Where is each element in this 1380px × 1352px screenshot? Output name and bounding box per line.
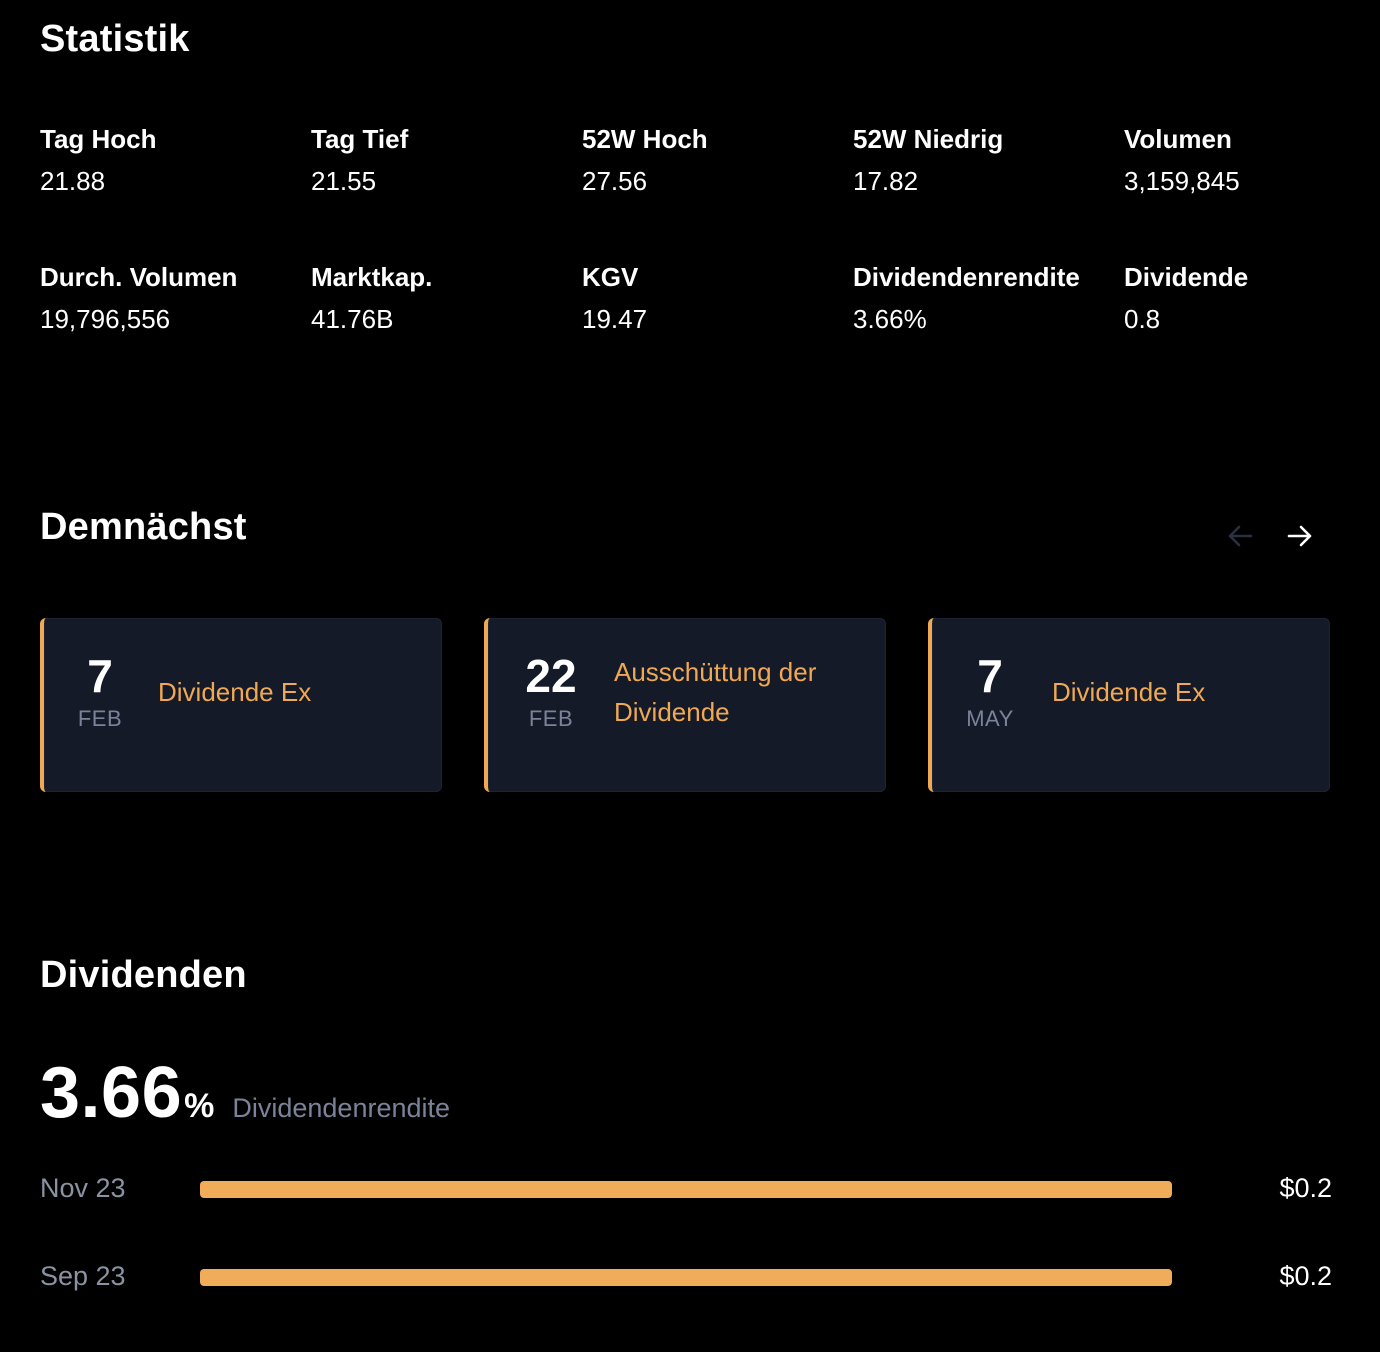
carousel-prev-button[interactable] <box>1216 514 1264 558</box>
stat-durch-volumen: Durch. Volumen 19,796,556 <box>40 256 311 340</box>
event-date: 7 MAY <box>950 648 1030 734</box>
stat-label: Dividende <box>1124 262 1249 292</box>
yield-unit: % <box>184 1087 215 1125</box>
upcoming-events: 7 FEB Dividende Ex 22 FEB Ausschüttung d… <box>40 618 1332 794</box>
event-label: Dividende Ex <box>1052 677 1206 707</box>
event-day: 22 <box>525 650 577 702</box>
dividend-bar <box>200 1181 1172 1198</box>
dividend-bar-track <box>200 1269 1172 1286</box>
stat-value: 19.47 <box>582 304 648 334</box>
event-label: Dividende Ex <box>158 677 312 707</box>
stat-volumen: Volumen 3,159,845 <box>1124 118 1340 202</box>
dividend-amount: $0.2 <box>1279 1261 1332 1291</box>
stat-label: Tag Hoch <box>40 124 157 154</box>
stat-value: 19,796,556 <box>40 304 171 334</box>
stat-52w-hoch: 52W Hoch 27.56 <box>582 118 853 202</box>
demnaechst-title: Demnächst <box>40 506 247 548</box>
dividend-bar <box>200 1269 1172 1286</box>
carousel-nav <box>1216 514 1332 558</box>
stat-label: Durch. Volumen <box>40 262 238 292</box>
statistik-grid: Tag Hoch 21.88 Tag Tief 21.55 52W Hoch 2… <box>40 118 1340 340</box>
dividend-yield: 3.66 % Dividendenrendite <box>40 1052 450 1142</box>
event-card[interactable]: 7 FEB Dividende Ex <box>40 618 442 792</box>
dividend-date: Sep 23 <box>40 1261 126 1291</box>
stat-label: Marktkap. <box>311 262 433 292</box>
stat-label: Tag Tief <box>311 124 409 154</box>
event-card[interactable]: 7 MAY Dividende Ex <box>928 618 1330 792</box>
dividenden-title: Dividenden <box>40 954 247 996</box>
event-month: FEB <box>528 706 574 731</box>
event-date: 22 FEB <box>510 648 592 734</box>
stat-label: KGV <box>582 262 639 292</box>
stat-value: 41.76B <box>311 304 394 334</box>
yield-caption: Dividendenrendite <box>232 1093 451 1123</box>
carousel-next-button[interactable] <box>1276 514 1324 558</box>
event-card[interactable]: 22 FEB Ausschüttung der Dividende <box>484 618 886 792</box>
dividend-bar-track <box>200 1181 1172 1198</box>
dividend-row: Sep 23 $0.2 <box>40 1256 1332 1296</box>
yield-value: 3.66 <box>40 1053 183 1133</box>
dividend-row: Nov 23 $0.2 <box>40 1168 1332 1208</box>
statistik-title: Statistik <box>40 18 190 60</box>
stat-marktkap: Marktkap. 41.76B <box>311 256 582 340</box>
stat-value: 21.55 <box>311 166 377 196</box>
stat-tag-tief: Tag Tief 21.55 <box>311 118 582 202</box>
stat-label: Volumen <box>1124 124 1232 154</box>
event-label: Ausschüttung der Dividende <box>614 657 817 727</box>
stat-value: 27.56 <box>582 166 648 196</box>
event-month: MAY <box>966 706 1014 731</box>
stat-dividende: Dividende 0.8 <box>1124 256 1340 340</box>
arrow-right-icon <box>1287 525 1312 547</box>
stat-label: 52W Niedrig <box>853 124 1004 154</box>
stat-value: 21.88 <box>40 166 106 196</box>
stat-tag-hoch: Tag Hoch 21.88 <box>40 118 311 202</box>
stat-value: 3,159,845 <box>1124 166 1240 196</box>
stat-dividendenrendite: Dividendenrendite 3.66% <box>853 256 1124 340</box>
stat-value: 0.8 <box>1124 304 1161 334</box>
stat-value: 17.82 <box>853 166 919 196</box>
stat-52w-niedrig: 52W Niedrig 17.82 <box>853 118 1124 202</box>
arrow-left-icon <box>1228 525 1253 547</box>
event-date: 7 FEB <box>60 648 140 734</box>
event-day: 7 <box>977 650 1003 702</box>
stat-label: Dividendenrendite <box>853 262 1080 292</box>
dividend-amount: $0.2 <box>1279 1173 1332 1203</box>
dividend-date: Nov 23 <box>40 1173 126 1203</box>
event-month: FEB <box>77 706 123 731</box>
stat-label: 52W Hoch <box>582 124 708 154</box>
event-day: 7 <box>87 650 113 702</box>
stat-kgv: KGV 19.47 <box>582 256 853 340</box>
stat-value: 3.66% <box>853 304 927 334</box>
